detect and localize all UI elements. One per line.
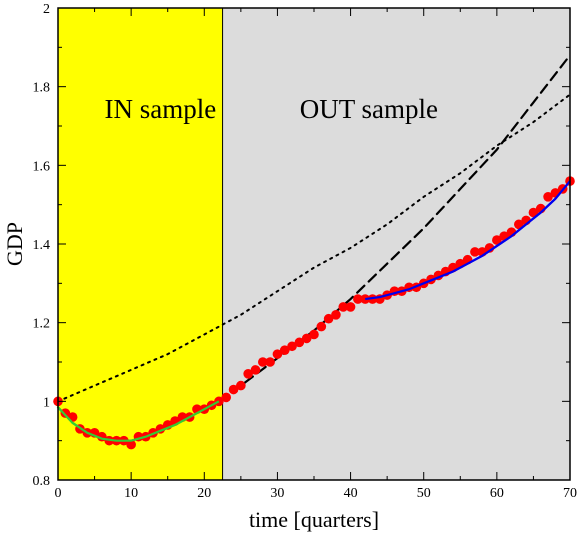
data-point <box>265 357 275 367</box>
data-point <box>528 207 539 218</box>
regions-layer <box>58 8 571 480</box>
x-tick-label: 0 <box>55 486 62 501</box>
data-point <box>272 349 283 359</box>
series-line-4 <box>57 93 571 403</box>
series-line-3 <box>217 54 572 403</box>
points-layer <box>53 176 575 450</box>
data-point <box>492 235 502 245</box>
y-tick-label: 1.6 <box>33 159 51 174</box>
region-in-sample <box>58 8 223 480</box>
data-point <box>236 380 246 391</box>
axes-layer: 0 10 20 30 40 50 60 70 0.8 1 1.2 1.4 1.6 1.8 2 <box>33 2 578 501</box>
x-axis-label: time [quarters] <box>249 507 379 532</box>
data-point <box>543 192 553 202</box>
data-point <box>60 408 71 418</box>
y-tick-label: 0.8 <box>33 474 51 489</box>
fit-curve-overlay-2 <box>365 180 571 301</box>
data-point <box>250 365 261 375</box>
y-tick-label: 1.4 <box>33 238 51 253</box>
data-point <box>279 345 290 356</box>
data-point <box>353 294 363 304</box>
in-sample-label: IN sample <box>105 94 217 124</box>
data-point <box>323 313 334 324</box>
data-point <box>287 341 297 352</box>
x-tick-label: 40 <box>344 486 358 501</box>
out-sample-label: OUT sample <box>300 94 438 124</box>
fit-curve-overlay-1 <box>57 400 220 442</box>
data-point <box>243 369 253 379</box>
x-tick-label: 50 <box>417 486 431 501</box>
data-point <box>221 392 232 403</box>
y-tick-label: 1.2 <box>33 317 51 332</box>
labels-layer: IN sample OUT sample time [quarters] GDP <box>2 94 438 532</box>
region-out-sample <box>222 8 571 480</box>
data-point <box>294 337 305 348</box>
data-point <box>338 302 349 312</box>
data-point <box>345 302 356 312</box>
x-tick-label: 20 <box>197 486 211 501</box>
x-tick-label: 70 <box>563 486 577 501</box>
data-point <box>331 310 341 320</box>
data-point <box>316 321 327 332</box>
y-tick-label: 1 <box>43 395 50 410</box>
data-point <box>309 329 319 340</box>
x-tick-label: 30 <box>270 486 284 501</box>
data-point <box>514 219 524 230</box>
data-point <box>228 384 239 395</box>
data-point <box>126 439 136 450</box>
y-axis-label: GDP <box>2 222 27 266</box>
x-tick-label: 10 <box>124 486 138 501</box>
data-point <box>470 247 480 257</box>
y-tick-label: 1.8 <box>33 81 51 96</box>
y-tick-label: 2 <box>43 2 50 17</box>
data-point <box>258 357 268 367</box>
data-point <box>301 333 312 344</box>
x-tick-label: 60 <box>490 486 504 501</box>
